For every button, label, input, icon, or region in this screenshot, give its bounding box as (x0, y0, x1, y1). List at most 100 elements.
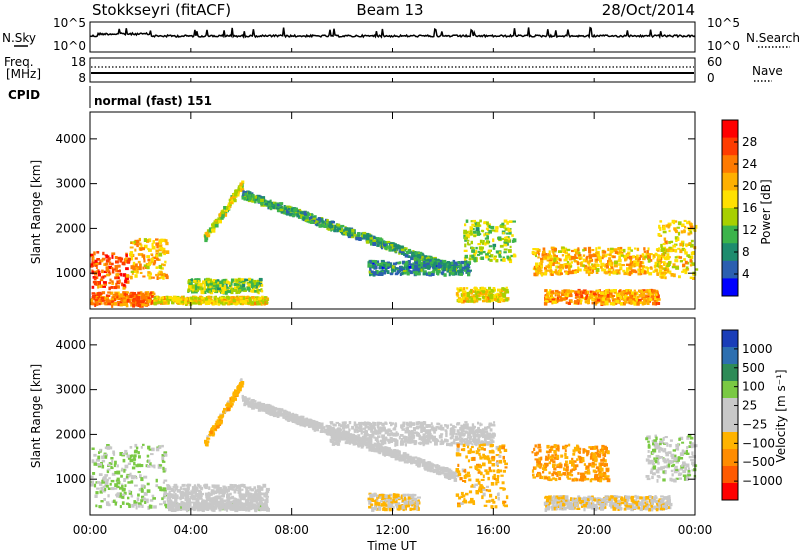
heatmap-cell (420, 268, 423, 272)
heatmap-cell (193, 506, 197, 511)
heatmap-cell (486, 221, 489, 226)
heatmap-cell (315, 218, 319, 222)
heatmap-cell (227, 404, 231, 408)
heatmap-cell (148, 448, 152, 451)
heatmap-cell (486, 228, 490, 232)
heatmap-cell (112, 295, 116, 299)
heatmap-cell (153, 301, 157, 306)
heatmap-cell (251, 283, 255, 288)
heatmap-cell (505, 236, 508, 239)
heatmap-cell (487, 299, 491, 303)
heatmap-cell (125, 267, 129, 271)
heatmap-cell (144, 297, 147, 300)
heatmap-cell (213, 287, 217, 291)
heatmap-cell (179, 496, 182, 501)
heatmap-cell (132, 261, 136, 266)
heatmap-cell (611, 299, 615, 302)
heatmap-cell (670, 273, 674, 277)
heatmap-cell (119, 259, 122, 263)
heatmap-cell (679, 242, 683, 247)
heatmap-cell (144, 292, 148, 296)
heatmap-cell (253, 486, 256, 490)
heatmap-cell (229, 508, 232, 511)
heatmap-cell (101, 460, 106, 463)
heatmap-cell (465, 297, 469, 301)
heatmap-cell (639, 254, 643, 258)
heatmap-cell (400, 248, 405, 252)
heatmap-cell (609, 301, 614, 306)
heatmap-cell (606, 263, 610, 266)
heatmap-cell (129, 251, 134, 254)
heatmap-cell (153, 300, 156, 303)
heatmap-cell (239, 279, 242, 282)
heatmap-cell (384, 262, 388, 266)
heatmap-cell (244, 300, 248, 305)
heatmap-cell (160, 296, 163, 300)
heatmap-cell (638, 294, 643, 298)
heatmap-cell (111, 296, 114, 300)
heatmap-cell (287, 207, 290, 211)
heatmap-cell (603, 294, 607, 298)
heatmap-cell (249, 486, 252, 491)
heatmap-cell (443, 273, 447, 277)
heatmap-cell (238, 507, 241, 511)
heatmap-cell (500, 258, 504, 262)
heatmap-cell (372, 235, 375, 240)
heatmap-cell (239, 300, 244, 303)
heatmap-cell (258, 501, 263, 506)
heatmap-cell (181, 506, 185, 511)
heatmap-cell (635, 263, 640, 267)
nave-tick-bottom: 0 (707, 71, 715, 85)
heatmap-cell (108, 286, 111, 291)
heatmap-cell (100, 301, 103, 305)
heatmap-cell (201, 301, 204, 304)
heatmap-cell (159, 238, 162, 243)
heatmap-cell (124, 464, 129, 469)
heatmap-cell (155, 478, 158, 483)
heatmap-cell (688, 222, 693, 226)
heatmap-cell (533, 272, 537, 277)
heatmap-cell (233, 484, 237, 488)
heatmap-cell (221, 489, 226, 492)
heatmap-cell (251, 288, 255, 293)
heatmap-cell (161, 497, 164, 501)
heatmap-cell (226, 298, 231, 302)
heatmap-cell (131, 466, 136, 470)
heatmap-cell (507, 256, 512, 261)
heatmap-cell (382, 264, 386, 268)
heatmap-cell (463, 264, 467, 268)
heatmap-cell (636, 302, 640, 306)
heatmap-cell (411, 251, 415, 254)
colorbar-tick-label: 16 (742, 201, 757, 215)
heatmap-cell (666, 253, 670, 258)
heatmap-cell (137, 463, 141, 468)
heatmap-cell (465, 231, 469, 234)
heatmap-cell (144, 304, 148, 307)
heatmap-cell (554, 255, 558, 258)
heatmap-cell (262, 503, 265, 507)
heatmap-cell (570, 290, 575, 293)
heatmap-cell (655, 253, 659, 257)
heatmap-cell (233, 282, 237, 286)
heatmap-cell (373, 272, 377, 276)
heatmap-cell (102, 281, 107, 284)
heatmap-cell (209, 282, 213, 286)
heatmap-cell (544, 269, 547, 273)
heatmap-cell (228, 205, 232, 208)
heatmap-cell (221, 290, 225, 294)
date-title: 28/Oct/2014 (602, 1, 695, 19)
heatmap-cell (561, 246, 565, 250)
heatmap-cell (648, 289, 652, 294)
heatmap-cell (141, 254, 146, 257)
heatmap-cell (640, 293, 644, 297)
heatmap-cell (502, 232, 505, 235)
heatmap-cell (633, 301, 636, 305)
heatmap-cell (249, 299, 252, 303)
heatmap-cell (308, 213, 312, 216)
heatmap-cell (313, 219, 317, 222)
colorbar-swatch (722, 190, 738, 209)
heatmap-cell (221, 210, 225, 215)
heatmap-cell (502, 258, 506, 262)
heatmap-cell (477, 292, 480, 296)
heatmap-cell (211, 289, 216, 292)
